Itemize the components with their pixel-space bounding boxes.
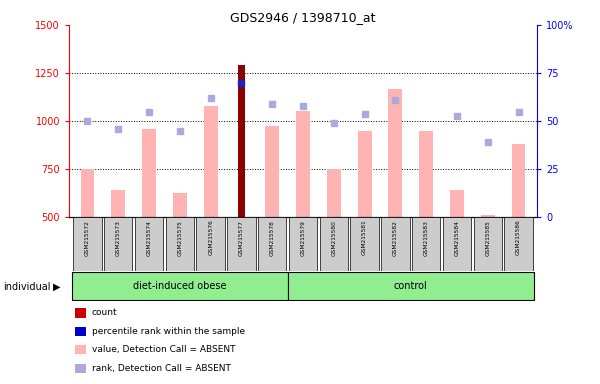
Text: GSM215583: GSM215583 bbox=[424, 220, 428, 255]
Text: GSM215581: GSM215581 bbox=[362, 220, 367, 255]
Bar bbox=[196, 217, 225, 271]
Bar bbox=[412, 217, 440, 271]
Bar bbox=[173, 193, 187, 217]
Bar bbox=[388, 89, 402, 217]
Bar bbox=[227, 217, 256, 271]
Bar bbox=[258, 217, 286, 271]
Bar bbox=[505, 217, 533, 271]
Text: GSM215586: GSM215586 bbox=[516, 220, 521, 255]
Text: value, Detection Call = ABSENT: value, Detection Call = ABSENT bbox=[92, 345, 235, 354]
Bar bbox=[112, 190, 125, 217]
Bar bbox=[287, 272, 534, 300]
Text: control: control bbox=[394, 281, 428, 291]
Bar bbox=[73, 217, 101, 271]
Text: GSM215584: GSM215584 bbox=[454, 220, 460, 255]
Text: GSM215577: GSM215577 bbox=[239, 220, 244, 255]
Bar bbox=[296, 111, 310, 217]
Bar bbox=[350, 217, 379, 271]
Bar bbox=[443, 217, 471, 271]
Text: GSM215574: GSM215574 bbox=[146, 220, 152, 255]
Text: ▶: ▶ bbox=[53, 282, 60, 292]
Bar bbox=[135, 217, 163, 271]
Bar bbox=[473, 217, 502, 271]
Bar bbox=[238, 65, 245, 217]
Bar bbox=[381, 217, 410, 271]
Bar bbox=[358, 131, 371, 217]
Text: percentile rank within the sample: percentile rank within the sample bbox=[92, 327, 245, 336]
Text: individual: individual bbox=[3, 282, 50, 292]
Text: GSM215582: GSM215582 bbox=[393, 220, 398, 255]
Bar bbox=[104, 217, 133, 271]
Bar bbox=[512, 144, 526, 217]
Text: GSM215585: GSM215585 bbox=[485, 220, 490, 255]
Bar bbox=[419, 131, 433, 217]
Bar bbox=[265, 126, 279, 217]
Bar bbox=[204, 106, 218, 217]
Text: GSM215572: GSM215572 bbox=[85, 220, 90, 255]
Bar bbox=[166, 217, 194, 271]
Bar bbox=[72, 272, 287, 300]
Bar bbox=[450, 190, 464, 217]
Text: GSM215580: GSM215580 bbox=[331, 220, 336, 255]
Text: GDS2946 / 1398710_at: GDS2946 / 1398710_at bbox=[230, 12, 376, 25]
Bar bbox=[289, 217, 317, 271]
Text: GSM215579: GSM215579 bbox=[301, 220, 305, 255]
Text: GSM215578: GSM215578 bbox=[270, 220, 275, 255]
Text: GSM215573: GSM215573 bbox=[116, 220, 121, 255]
Bar bbox=[320, 217, 348, 271]
Bar bbox=[327, 169, 341, 217]
Bar bbox=[142, 129, 156, 217]
Bar bbox=[80, 169, 94, 217]
Bar bbox=[481, 215, 494, 217]
Text: count: count bbox=[92, 308, 118, 318]
Text: diet-induced obese: diet-induced obese bbox=[133, 281, 227, 291]
Text: rank, Detection Call = ABSENT: rank, Detection Call = ABSENT bbox=[92, 364, 230, 373]
Text: GSM215576: GSM215576 bbox=[208, 220, 213, 255]
Text: GSM215575: GSM215575 bbox=[178, 220, 182, 255]
